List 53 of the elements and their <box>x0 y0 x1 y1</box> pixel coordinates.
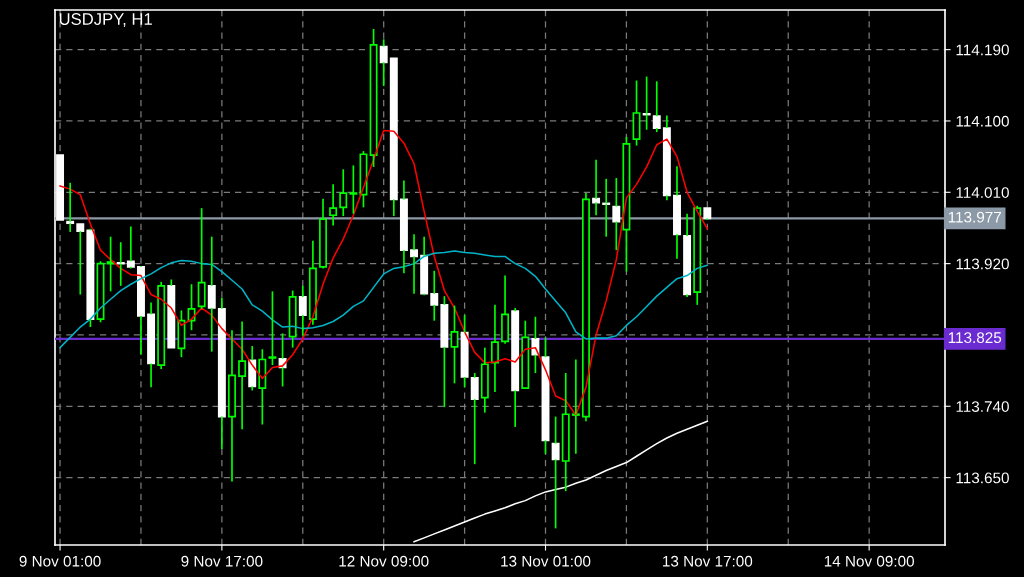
candlestick <box>207 235 216 353</box>
candlestick <box>561 372 570 492</box>
candlestick <box>410 233 419 295</box>
candlestick <box>652 80 661 133</box>
x-tick-label: 9 Nov 17:00 <box>181 555 263 567</box>
x-tick-label: 12 Nov 09:00 <box>339 555 429 567</box>
y-tick-label: 114.100 <box>956 115 1009 127</box>
y-tick-label: 114.010 <box>956 187 1009 198</box>
x-tick-label: 14 Nov 09:00 <box>824 555 914 567</box>
candlestick <box>329 183 338 227</box>
candlestick <box>399 179 408 274</box>
candlestick <box>683 212 692 298</box>
candlestick <box>339 168 348 217</box>
candlestick <box>228 329 236 483</box>
x-tick-label: 9 Nov 01:00 <box>19 555 101 567</box>
candlestick <box>673 165 681 260</box>
line-series <box>59 129 709 416</box>
y-tick-label: 113.650 <box>956 472 1009 484</box>
candlestick <box>238 320 247 431</box>
candlestick <box>511 307 520 428</box>
candlestick <box>581 192 590 423</box>
y-tick-label: 114.190 <box>956 44 1009 56</box>
candlestick <box>571 358 580 455</box>
candlestick <box>490 304 499 393</box>
y-tick-label: 113.740 <box>956 401 1009 412</box>
candlestick <box>308 239 317 326</box>
candlestick <box>258 348 267 426</box>
candlestick <box>592 158 601 217</box>
candlestick <box>248 345 257 392</box>
y-tick-label: 113.920 <box>956 258 1009 270</box>
candlestick <box>298 284 307 337</box>
candlestick <box>693 204 702 306</box>
x-tick-label: 13 Nov 01:00 <box>501 555 591 567</box>
ref-line-label: 113.977 <box>948 211 1001 223</box>
candlestick <box>217 296 226 450</box>
candlestick <box>470 372 479 465</box>
candlestick <box>501 274 510 345</box>
ref-line-label: 113.825 <box>948 332 1002 344</box>
candlestick <box>521 319 530 389</box>
line-series <box>59 250 709 349</box>
x-tick-label: 13 Nov 17:00 <box>663 555 753 567</box>
candlestick <box>379 38 388 87</box>
candlestick <box>662 114 671 202</box>
candlestick <box>612 177 621 251</box>
candlestick <box>147 301 156 389</box>
candlestick <box>430 269 439 322</box>
candlestick <box>480 346 489 414</box>
candlestick <box>157 281 166 370</box>
candlestick <box>349 164 358 215</box>
chart-title: USDJPY, H1 <box>59 13 152 27</box>
candlestick <box>136 265 145 356</box>
candlestick <box>288 289 297 349</box>
candlestick <box>450 304 459 385</box>
